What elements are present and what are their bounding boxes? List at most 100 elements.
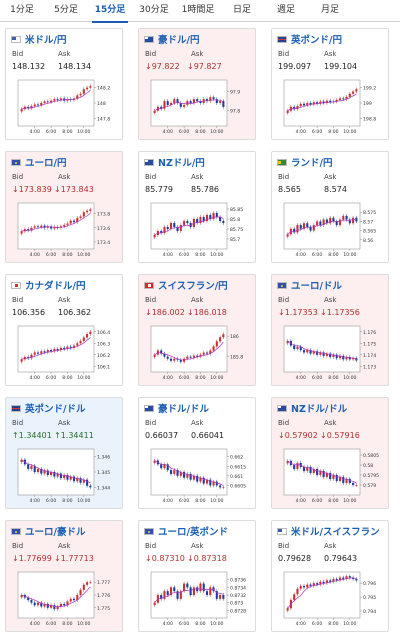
- price-chart[interactable]: 0.5805 0.58 0.5795 0.579 4:00 6:00 8:00 10:00: [276, 445, 386, 507]
- candle-body: [76, 95, 79, 99]
- tab-3[interactable]: 30分足: [139, 5, 169, 15]
- y-tick-label: 1.775: [97, 606, 110, 612]
- pair-name[interactable]: ユーロ/豪ドル: [25, 527, 86, 538]
- candle-body: [335, 354, 338, 359]
- rate-card[interactable]: ユーロ/英ポンド Bid Ask ↓0.87310 ↓0.87318 0.8736 0.87…: [138, 520, 256, 632]
- rate-card[interactable]: NZドル/円 Bid Ask 85.779 85.786 85.85 85.8 85.75 85…: [138, 151, 256, 263]
- arrow-down-icon: ↓: [145, 308, 152, 317]
- price-chart[interactable]: 1.346 1.345 1.344 4:00 6:00 8:00 10:00: [10, 445, 120, 507]
- tab-7[interactable]: 月足: [320, 5, 339, 15]
- pair-name[interactable]: 米ドル/円: [25, 35, 67, 46]
- card-title[interactable]: NZドル/ドル: [277, 402, 348, 415]
- y-tick-label: 173.4: [97, 240, 110, 246]
- card-title[interactable]: 米ドル/スイスフラン: [277, 525, 380, 538]
- pair-name[interactable]: カナダドル/円: [25, 281, 86, 292]
- pair-name[interactable]: ユーロ/英ポンド: [158, 527, 228, 538]
- pair-name[interactable]: NZドル/ドル: [291, 404, 348, 415]
- pair-name[interactable]: スイスフラン/円: [158, 281, 228, 292]
- rate-card[interactable]: スイスフラン/円 Bid Ask ↓186.002 ↓186.018 186 185.8 4:…: [138, 274, 256, 386]
- x-tick-label: 10:00: [343, 621, 356, 627]
- x-tick-label: 6:00: [312, 375, 322, 381]
- card-title[interactable]: ユーロ/円: [11, 156, 67, 169]
- candlestick-chart: 1.777 1.776 1.775 4:00 6:00 8:00 10:00: [17, 571, 110, 627]
- price-chart[interactable]: 85.85 85.8 85.75 85.7 4:00 6:00 8:00 10:00: [143, 199, 253, 261]
- pair-name[interactable]: 英ポンド/円: [291, 35, 342, 46]
- pair-name[interactable]: 英ポンド/ドル: [25, 404, 86, 415]
- price-chart[interactable]: 1.777 1.776 1.775 4:00 6:00 8:00 10:00: [10, 568, 120, 630]
- rate-card[interactable]: ユーロ/ドル Bid Ask ↓1.17353 ↓1.17356 1.176 1.175 1.…: [271, 274, 389, 386]
- tab-0[interactable]: 1分足: [10, 5, 34, 15]
- price-chart[interactable]: 8.575 8.57 8.565 8.56 4:00 6:00 8:00 10:00: [276, 199, 386, 261]
- candle-body: [43, 101, 46, 103]
- pair-name[interactable]: 豪ドル/円: [158, 35, 200, 46]
- price-chart[interactable]: 186 185.8 4:00 6:00 8:00 10:00: [143, 322, 253, 384]
- card-title[interactable]: 豪ドル/円: [144, 33, 200, 46]
- pair-name[interactable]: ランド/円: [291, 158, 333, 169]
- x-tick-label: 8:00: [195, 621, 205, 627]
- pair-name[interactable]: 米ドル/スイスフラン: [291, 527, 380, 538]
- rate-card[interactable]: ランド/円 Bid Ask 8.565 8.574 8.575 8.57 8.565 8.56 4…: [271, 151, 389, 263]
- card-title[interactable]: 米ドル/円: [11, 33, 67, 46]
- ask-number: 199.104: [324, 62, 358, 71]
- rate-card[interactable]: 英ポンド/円 Bid Ask 199.097 199.104 199.2 199 198.8 4…: [271, 28, 389, 140]
- pair-name[interactable]: NZドル/円: [158, 158, 205, 169]
- card-title[interactable]: NZドル/円: [144, 156, 205, 169]
- tab-1[interactable]: 5分足: [54, 5, 78, 15]
- rate-card[interactable]: NZドル/ドル Bid Ask ↓0.57902 ↓0.57916 0.5805 0.58 0…: [271, 397, 389, 509]
- tab-2[interactable]: 15分足: [88, 0, 132, 23]
- bid-value: 8.565: [278, 185, 301, 194]
- card-title[interactable]: ユーロ/豪ドル: [11, 525, 86, 538]
- candle-body: [69, 476, 72, 480]
- card-title[interactable]: スイスフラン/円: [144, 279, 228, 292]
- rate-card[interactable]: 豪ドル/ドル Bid Ask 0.66037 0.66041 0.662 0.6615 0.6…: [138, 397, 256, 509]
- card-title[interactable]: 英ポンド/ドル: [11, 402, 86, 415]
- tab-5[interactable]: 日足: [232, 5, 251, 15]
- candle-body: [335, 99, 338, 102]
- tab-4[interactable]: 1時間足: [181, 5, 215, 15]
- pair-name[interactable]: ユーロ/ドル: [291, 281, 342, 292]
- candle-body: [316, 583, 319, 585]
- card-title[interactable]: ユーロ/英ポンド: [144, 525, 228, 538]
- rate-card[interactable]: 豪ドル/円 Bid Ask ↓97.822 ↓97.827 97.9 97.8 4:00 6:0…: [138, 28, 256, 140]
- bid-label: Bid: [278, 542, 290, 550]
- card-title[interactable]: カナダドル/円: [11, 279, 86, 292]
- card-title[interactable]: 豪ドル/ドル: [144, 402, 209, 415]
- rate-card[interactable]: 英ポンド/ドル Bid Ask ↑1.34401 ↑1.34411 1.346 1.345 1…: [5, 397, 123, 509]
- candle-body: [50, 350, 53, 352]
- candle-body: [222, 334, 225, 338]
- candle-body: [196, 355, 199, 357]
- bid-value: ↓0.57902: [278, 431, 318, 440]
- price-chart[interactable]: 199.2 199 198.8 4:00 6:00 8:00 10:00: [276, 76, 386, 138]
- card-title[interactable]: 英ポンド/円: [277, 33, 342, 46]
- y-tick-label: 0.662: [230, 455, 243, 461]
- candle-body: [63, 475, 66, 479]
- price-chart[interactable]: 148.2 148 147.8 4:00 6:00 8:00 10:00: [10, 76, 120, 138]
- price-chart[interactable]: 0.796 0.795 0.794 4:00 6:00 8:00 10:00: [276, 568, 386, 630]
- candle-body: [169, 358, 173, 361]
- candle-body: [338, 577, 342, 581]
- y-tick-label: 1.345: [97, 470, 110, 476]
- candle-body: [355, 578, 358, 581]
- card-title[interactable]: ユーロ/ドル: [277, 279, 342, 292]
- pair-name[interactable]: 豪ドル/ドル: [158, 404, 209, 415]
- candle-body: [59, 98, 62, 100]
- candle-body: [196, 587, 199, 592]
- price-chart[interactable]: 106.4 106.3 106.2 106.1 4:00 6:00 8:00 10:00: [10, 322, 120, 384]
- bid-value: ↓0.87310: [145, 554, 185, 563]
- price-chart[interactable]: 0.8736 0.8734 0.8732 0.873 0.8728 4:00 6:00 8:0…: [143, 568, 253, 630]
- price-chart[interactable]: 97.9 97.8 4:00 6:00 8:00 10:00: [143, 76, 253, 138]
- y-tick-label: 1.346: [97, 455, 110, 461]
- card-title[interactable]: ランド/円: [277, 156, 333, 169]
- plot-area: [17, 325, 95, 373]
- rate-card[interactable]: ユーロ/円 Bid Ask ↓173.839 ↓173.843 173.8 173.6 173…: [5, 151, 123, 263]
- rate-card[interactable]: ユーロ/豪ドル Bid Ask ↓1.77699 ↓1.77713 1.777 1.776 1…: [5, 520, 123, 632]
- price-chart[interactable]: 173.8 173.6 173.4 4:00 6:00 8:00 10:00: [10, 199, 120, 261]
- pair-name[interactable]: ユーロ/円: [25, 158, 67, 169]
- rate-card[interactable]: 米ドル/円 Bid Ask 148.132 148.134 148.2 148 147.8 4:…: [5, 28, 123, 140]
- ask-value: ↓1.17356: [320, 308, 360, 317]
- price-chart[interactable]: 0.662 0.6615 0.661 0.6605 4:00 6:00 8:00 10:00: [143, 445, 253, 507]
- rate-card[interactable]: カナダドル/円 Bid Ask 106.356 106.362 106.4 106.3 106…: [5, 274, 123, 386]
- price-chart[interactable]: 1.176 1.175 1.174 1.173 4:00 6:00 8:00 10:00: [276, 322, 386, 384]
- tab-6[interactable]: 週足: [276, 5, 295, 15]
- rate-card[interactable]: 米ドル/スイスフラン Bid Ask 0.79628 0.79643 0.796 0.795…: [271, 520, 389, 632]
